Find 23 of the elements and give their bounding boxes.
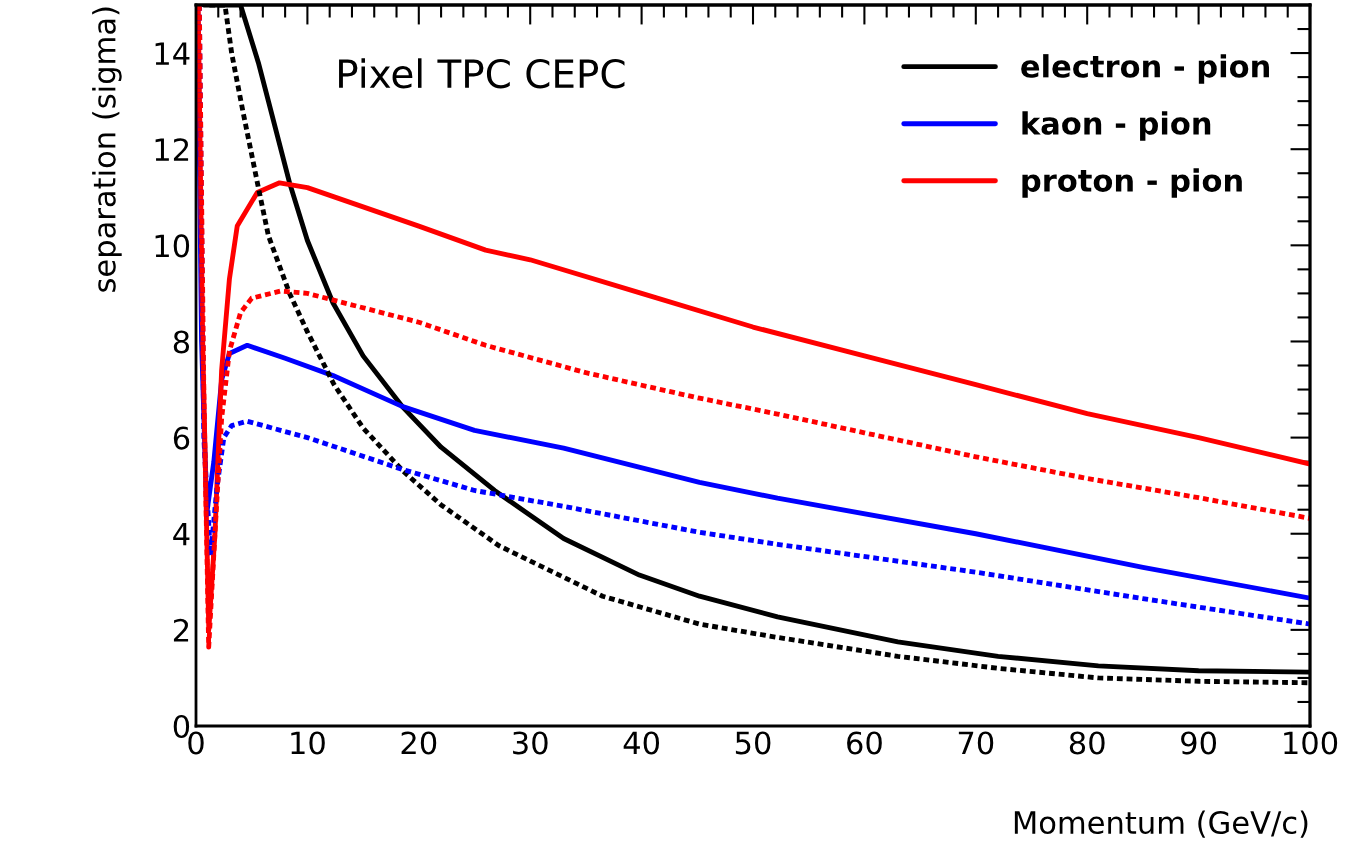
x-tick-label: 100	[1284, 731, 1338, 755]
annotation: Pixel TPC CEPC	[339, 58, 625, 89]
x-tick-label: 30	[513, 731, 548, 755]
x-tick-label: 20	[401, 731, 437, 755]
legend-label: kaon - pion	[1022, 111, 1211, 141]
x-axis-title: Momentum (GeV/c)	[1014, 810, 1308, 838]
y-tick-label: 4	[173, 523, 190, 546]
x-tick-label: 80	[1069, 731, 1105, 755]
y-axis-title: separation (sigma)	[92, 7, 122, 292]
x-tick-label: 60	[847, 731, 882, 755]
y-tick-label: 8	[173, 330, 190, 354]
x-tick-label: 50	[735, 731, 771, 755]
y-tick-label: 2	[173, 618, 189, 642]
x-tick-label: 10	[291, 731, 325, 755]
x-tick-label: 70	[958, 731, 994, 755]
legend-label: electron - pion	[1021, 54, 1269, 84]
x-tick-label: 40	[623, 731, 660, 755]
x-tick-label: 90	[1181, 731, 1217, 755]
y-tick-label: 6	[173, 426, 190, 450]
legend-label: proton - pion	[1022, 168, 1242, 198]
y-tick-label: 10	[155, 234, 190, 258]
y-tick-label: 14	[155, 42, 190, 65]
y-tick-label: 12	[155, 138, 189, 161]
